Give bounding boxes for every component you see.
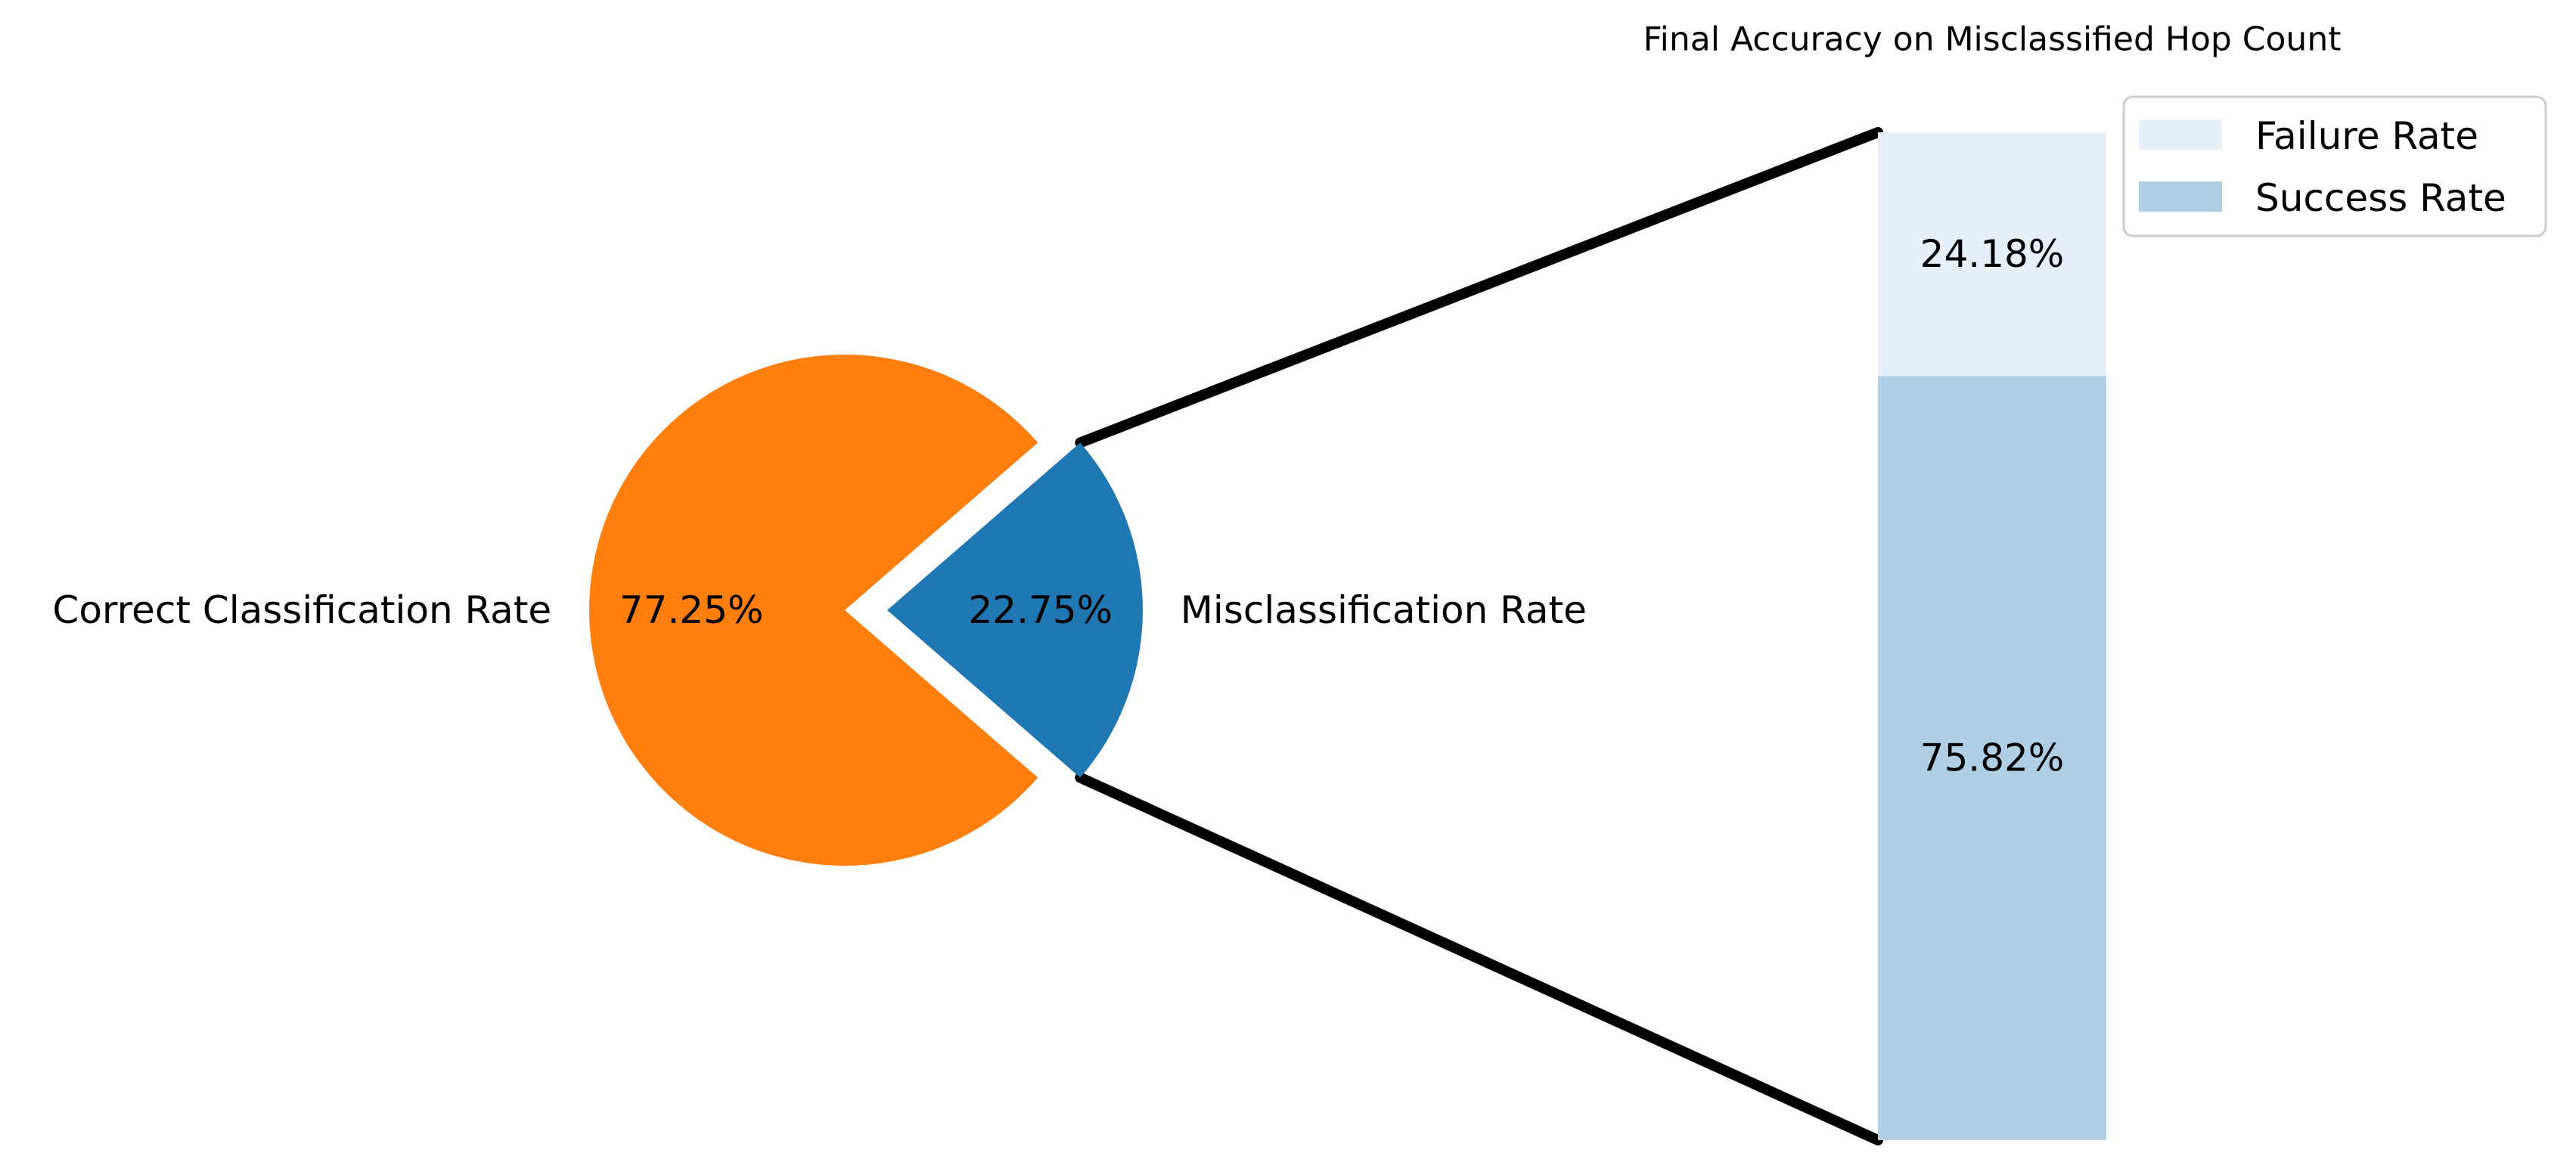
stacked-bar-chart: Final Accuracy on Misclassified Hop Coun… (1643, 20, 2342, 1140)
legend-frame (2122, 95, 2547, 237)
legend-label-success: Success Rate (2255, 176, 2506, 220)
pie-value-label-misclassified: 22.75% (968, 588, 1113, 632)
pie-slice-correct (589, 354, 1038, 866)
legend: Failure Rate Success Rate (2122, 95, 2547, 237)
pie-category-label-misclassified: Misclassification Rate (1181, 588, 1587, 632)
pie-category-label-correct: Correct Classification Rate (52, 588, 551, 632)
connector-line-top (1075, 127, 1883, 448)
legend-swatch-failure (2139, 119, 2222, 150)
bar-value-label-success: 75.82% (1920, 736, 2065, 780)
connector-line-bottom (1075, 772, 1883, 1145)
pie-slice-misclassified (887, 442, 1144, 778)
legend-label-failure: Failure Rate (2255, 114, 2478, 158)
legend-swatch-success (2139, 181, 2222, 212)
bar-value-label-failure: 24.18% (1920, 232, 2065, 276)
pie-chart: 77.25% 22.75% Correct Classification Rat… (52, 354, 1587, 866)
pie-value-label-correct: 77.25% (619, 588, 764, 632)
bar-chart-title: Final Accuracy on Misclassified Hop Coun… (1643, 20, 2342, 59)
bar-segment-failure (1878, 132, 2106, 377)
bar-segment-success (1878, 376, 2106, 1140)
